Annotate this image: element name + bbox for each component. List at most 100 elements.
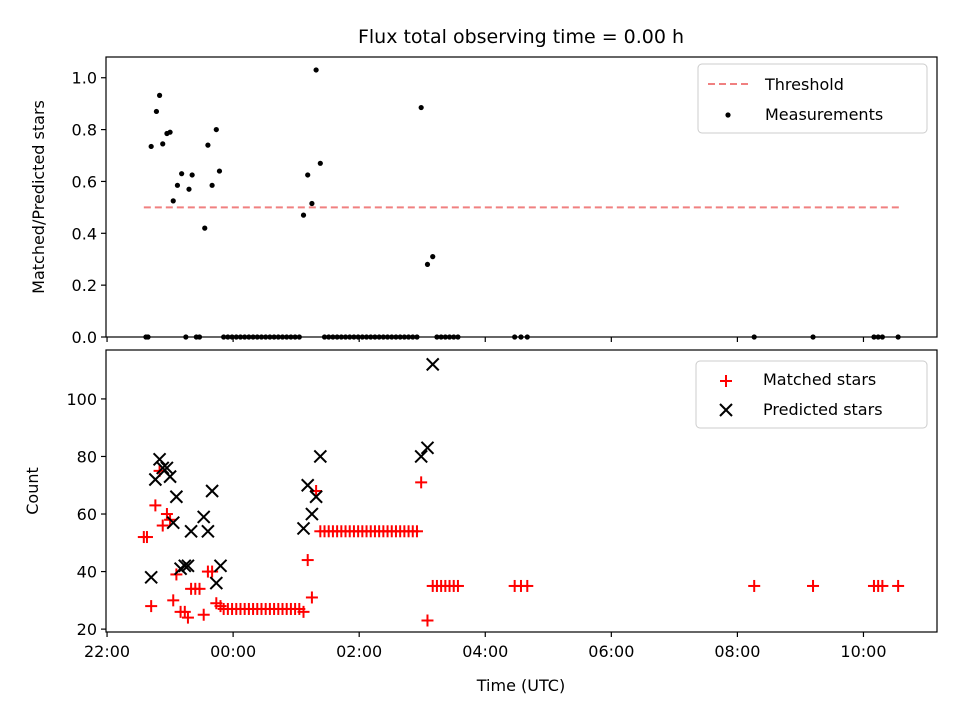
measurement-point xyxy=(156,92,163,98)
matched-star-point xyxy=(415,476,428,489)
measurement-point xyxy=(148,143,154,150)
top-plot-area xyxy=(143,67,901,340)
bottom-x-ticks: 22:00 00:00 02:00 04:00 06:00 08:00 10:00 xyxy=(84,632,887,661)
predicted-star-point xyxy=(414,449,428,464)
measurement-point xyxy=(216,168,223,174)
bottom-y-tick-label: 100 xyxy=(66,390,97,409)
top-legend: Threshold Measurements xyxy=(697,63,928,134)
measurement-point xyxy=(205,142,211,148)
legend-measurements-swatch xyxy=(725,112,731,118)
predicted-star-point xyxy=(420,441,435,455)
legend-predicted-label: Predicted stars xyxy=(763,400,883,419)
predicted-star-point xyxy=(305,507,319,521)
legend-threshold-label: Threshold xyxy=(764,75,844,94)
matched-star-point xyxy=(181,611,194,624)
legend-matched-label: Matched stars xyxy=(763,370,876,389)
measurement-point xyxy=(179,171,185,177)
predicted-star-point xyxy=(148,472,163,487)
predicted-star-point xyxy=(178,559,192,573)
top-y-ticks: 0.0 0.2 0.4 0.6 0.8 1.0 xyxy=(72,69,106,347)
matched-star-point xyxy=(145,600,158,613)
top-axes-frame xyxy=(105,56,938,338)
x-tick-label: 04:00 xyxy=(462,642,508,661)
predicted-star-point xyxy=(184,524,198,538)
predicted-star-point xyxy=(205,484,219,498)
top-x-ticks xyxy=(106,337,865,342)
legend-measurements-label: Measurements xyxy=(765,105,883,124)
bottom-y-tick-label: 20 xyxy=(77,620,97,639)
measurement-point xyxy=(424,261,431,268)
x-tick-label: 10:00 xyxy=(840,642,886,661)
measurement-point xyxy=(167,129,173,135)
predicted-star-point xyxy=(163,469,177,484)
predicted-star-point xyxy=(313,449,328,464)
predicted-star-point xyxy=(160,461,174,475)
legend-matched-swatch xyxy=(720,375,732,387)
top-y-tick-label: 0.8 xyxy=(72,121,97,140)
matched-star-point xyxy=(156,519,169,532)
matched-star-point xyxy=(297,605,310,618)
bottom-plot-area xyxy=(137,357,905,627)
predicted-star-point xyxy=(201,524,215,538)
predicted-star-point xyxy=(196,510,211,524)
matched-star-point xyxy=(521,579,534,592)
x-tick-label: 08:00 xyxy=(714,642,760,661)
x-tick-label: 00:00 xyxy=(210,642,256,661)
matched-star-point xyxy=(197,608,210,621)
chart-title: Flux total observing time = 0.00 h xyxy=(358,26,684,48)
top-y-tick-label: 0.2 xyxy=(72,276,97,295)
bottom-panel: 20 40 60 80 100 22:00 00:00 02:00 04:00 06:00 08:… xyxy=(23,349,938,695)
matched-star-point xyxy=(301,554,314,567)
matched-star-point xyxy=(410,525,423,538)
matched-star-point xyxy=(167,594,180,607)
measurement-point xyxy=(170,198,176,204)
top-y-tick-label: 0.0 xyxy=(72,328,97,347)
top-y-tick-label: 0.4 xyxy=(72,224,97,243)
top-legend-box xyxy=(697,63,928,134)
measurement-point xyxy=(202,225,208,231)
matched-star-point xyxy=(305,591,318,604)
top-y-tick-label: 1.0 xyxy=(72,69,97,88)
matched-star-point xyxy=(140,531,153,544)
bottom-y-tick-label: 60 xyxy=(77,505,97,524)
measurement-point xyxy=(309,200,315,207)
measurement-point xyxy=(189,172,195,178)
predicted-star-point xyxy=(166,515,180,530)
matched-star-point xyxy=(421,614,434,627)
legend-predicted-swatch xyxy=(719,403,733,417)
matched-star-point xyxy=(193,582,206,595)
measurement-point xyxy=(313,67,319,73)
matched-star-point xyxy=(807,579,820,592)
matched-star-point xyxy=(748,579,761,592)
x-tick-label: 22:00 xyxy=(84,642,130,661)
predicted-star-point xyxy=(169,490,184,504)
bottom-y-tick-label: 40 xyxy=(77,563,97,582)
top-y-axis-label: Matched/Predicted stars xyxy=(29,100,48,294)
measurement-point xyxy=(174,182,181,188)
predicted-star-point xyxy=(181,559,195,573)
bottom-legend: Matched stars Predicted stars xyxy=(695,360,928,429)
measurement-point xyxy=(153,108,160,115)
matched-star-point xyxy=(451,579,464,592)
predicted-star-point xyxy=(213,559,228,573)
measurement-point xyxy=(305,172,311,178)
predicted-star-point xyxy=(209,576,224,590)
matched-star-point xyxy=(876,579,889,592)
predicted-star-point xyxy=(144,570,158,585)
measurement-point xyxy=(209,182,215,188)
measurement-point xyxy=(160,141,166,147)
measurement-point xyxy=(430,254,436,260)
measurement-point xyxy=(418,104,424,111)
x-tick-label: 06:00 xyxy=(588,642,634,661)
top-panel: 0.0 0.2 0.4 0.6 0.8 1.0 Matched/Predicted sta… xyxy=(29,56,938,347)
measurement-point xyxy=(186,186,192,192)
bottom-y-ticks: 20 40 60 80 100 xyxy=(66,390,106,639)
predicted-star-point xyxy=(301,478,315,492)
bottom-legend-box xyxy=(695,360,928,429)
bottom-y-tick-label: 80 xyxy=(77,447,97,466)
measurement-point xyxy=(317,160,323,166)
matched-star-point xyxy=(170,568,183,581)
matched-star-point xyxy=(892,579,905,592)
x-axis-label: Time (UTC) xyxy=(476,676,565,695)
